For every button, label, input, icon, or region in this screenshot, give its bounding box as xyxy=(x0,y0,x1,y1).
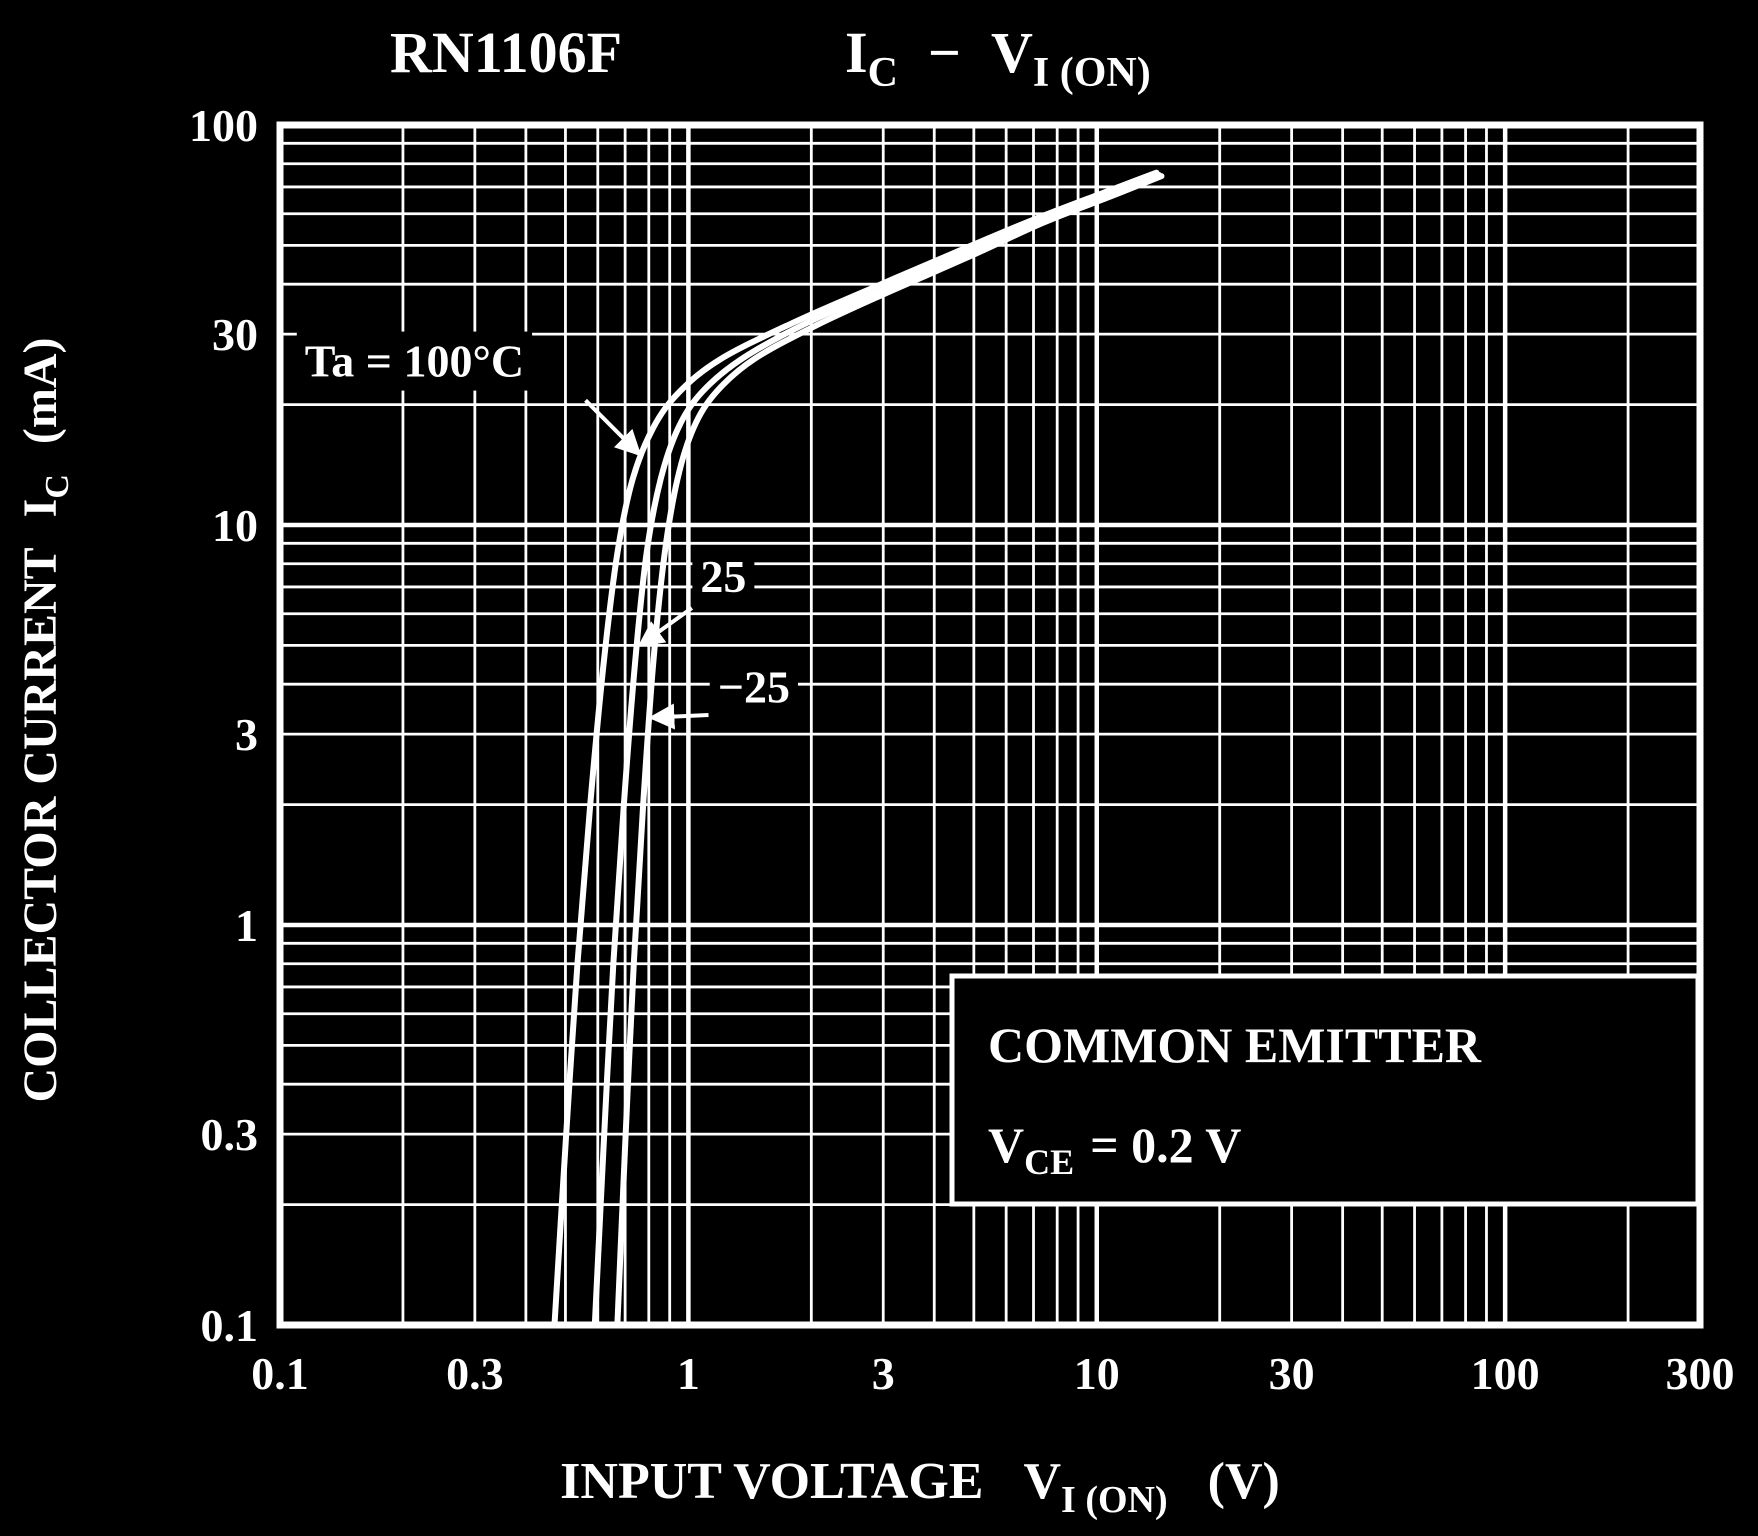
title-ic-sub: C xyxy=(868,50,898,96)
x-tick-label: 100 xyxy=(1471,1348,1540,1399)
y-axis-title: COLLECTOR CURRENT IC (mA) xyxy=(14,337,76,1102)
x-tick-label: 0.3 xyxy=(446,1348,504,1399)
y-tick-label: 1 xyxy=(235,900,258,951)
device-name: RN1106F xyxy=(390,20,622,85)
y-tick-label: 3 xyxy=(235,709,258,760)
curve-series-0 xyxy=(551,169,1160,1328)
x-tick-label: 30 xyxy=(1269,1348,1315,1399)
y-axis-label-text: COLLECTOR CURRENT xyxy=(14,547,67,1102)
annotation-label-1: 25 xyxy=(700,551,746,602)
annotation-label-0: Ta = 100°C xyxy=(305,336,524,387)
curve-series-1 xyxy=(591,171,1162,1328)
chart-title: IC − VI (ON) xyxy=(845,20,1151,96)
x-axis-label-text: INPUT VOLTAGE xyxy=(560,1453,983,1510)
vce-value: = 0.2 V xyxy=(1090,1117,1241,1173)
title-vi: V xyxy=(991,20,1033,85)
x-axis-unit: (V) xyxy=(1208,1453,1280,1510)
y-tick-label: 10 xyxy=(212,500,258,551)
annotation-label-mask-2 xyxy=(709,657,798,717)
x-tick-label: 3 xyxy=(872,1348,895,1399)
plot-border xyxy=(276,121,1704,1329)
annotation-label-2: −25 xyxy=(718,661,790,712)
x-tick-label: 10 xyxy=(1074,1348,1120,1399)
y-axis-unit: (mA) xyxy=(14,337,67,444)
data-curves xyxy=(551,169,1165,1328)
y-tick-label: 30 xyxy=(212,309,258,360)
vce-symbol: V xyxy=(988,1117,1024,1173)
note-line-common-emitter: COMMON EMITTER xyxy=(988,1017,1482,1073)
note-line-vce: VCE = 0.2 V xyxy=(988,1117,1241,1182)
y-axis-symbol: I xyxy=(14,499,67,518)
annotation-label-mask-1 xyxy=(692,546,755,606)
annotation-label-mask-0 xyxy=(296,331,533,391)
y-tick-label: 0.1 xyxy=(201,1300,259,1351)
vce-subscript: CE xyxy=(1024,1142,1074,1182)
title-ic: I xyxy=(845,20,868,85)
curve-series-2 xyxy=(614,173,1165,1328)
tick-labels: 0.1 0.3 1 3 10 30 100 300 0.1 0.3 1 3 10 30 100 xyxy=(189,100,1735,1399)
x-axis-symbol: V xyxy=(1023,1453,1061,1510)
x-tick-label: 1 xyxy=(677,1348,700,1399)
y-axis-subscript: C xyxy=(39,474,76,499)
x-axis-subscript: I (ON) xyxy=(1061,1479,1168,1521)
x-axis-title: INPUT VOLTAGE VI (ON) (V) xyxy=(560,1453,1280,1521)
annotation-arrow-1 xyxy=(637,606,694,648)
title-dash: − xyxy=(928,20,961,85)
note-box-border xyxy=(949,973,1701,1207)
curve-annotations: Ta = 100°C 25 −25 xyxy=(296,331,798,730)
annotation-arrow-0 xyxy=(584,398,642,457)
condition-note-box: COMMON EMITTER VCE = 0.2 V xyxy=(949,973,1701,1207)
y-tick-label: 0.3 xyxy=(201,1109,259,1160)
x-tick-label: 300 xyxy=(1666,1348,1735,1399)
y-tick-label: 100 xyxy=(189,100,258,151)
title-vi-sub: I (ON) xyxy=(1033,50,1151,96)
annotation-arrow-2 xyxy=(648,703,709,730)
x-tick-label: 0.1 xyxy=(251,1348,309,1399)
